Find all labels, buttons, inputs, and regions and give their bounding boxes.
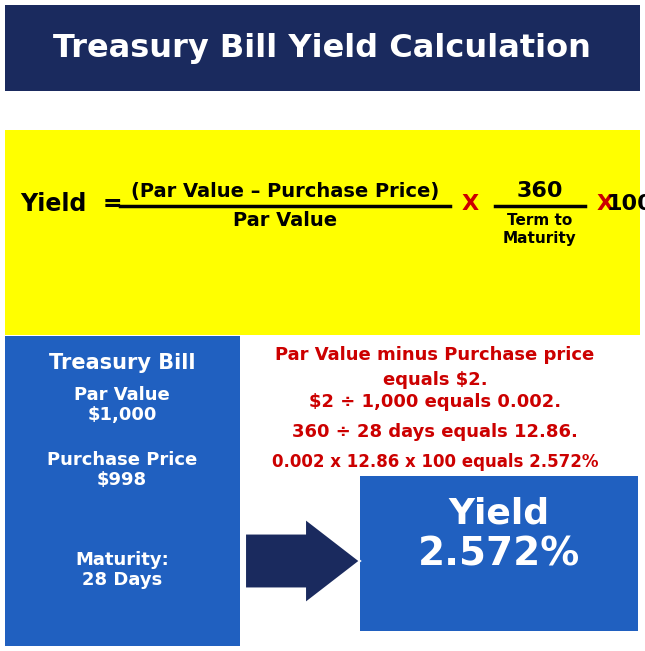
Text: 2.572%: 2.572%: [418, 536, 580, 574]
Bar: [5, 336, 240, 646]
Text: 360 ÷ 28 days equals 12.86.: 360 ÷ 28 days equals 12.86.: [292, 423, 578, 441]
Text: Yield  =: Yield =: [20, 192, 123, 216]
Text: Treasury Bill: Treasury Bill: [49, 353, 195, 373]
Text: Yield: Yield: [448, 496, 550, 530]
Text: 28 Days: 28 Days: [82, 571, 162, 589]
Text: Maturity: Maturity: [503, 231, 577, 246]
Text: Treasury Bill Yield Calculation: Treasury Bill Yield Calculation: [53, 33, 591, 64]
Text: (Par Value – Purchase Price): (Par Value – Purchase Price): [131, 182, 439, 201]
Text: Purchase Price: Purchase Price: [47, 451, 197, 469]
Text: X: X: [597, 194, 613, 214]
Bar: [360, 476, 638, 631]
Text: 360: 360: [517, 181, 563, 201]
Text: 100: 100: [607, 194, 645, 214]
Text: X: X: [461, 194, 479, 214]
Text: Par Value minus Purchase price
equals $2.: Par Value minus Purchase price equals $2…: [275, 346, 595, 389]
Text: $998: $998: [97, 471, 147, 489]
Bar: [5, 336, 640, 646]
Text: Term to: Term to: [508, 213, 573, 228]
FancyArrow shape: [245, 518, 360, 603]
Bar: [5, 130, 640, 335]
Text: Maturity:: Maturity:: [75, 551, 169, 569]
Text: Par Value: Par Value: [74, 386, 170, 404]
Text: $2 ÷ 1,000 equals 0.002.: $2 ÷ 1,000 equals 0.002.: [309, 393, 561, 411]
Text: $1,000: $1,000: [87, 406, 157, 424]
Bar: [5, 5, 640, 91]
Text: Par Value: Par Value: [233, 211, 337, 230]
Text: 0.002 x 12.86 x 100 equals 2.572%: 0.002 x 12.86 x 100 equals 2.572%: [272, 453, 599, 471]
